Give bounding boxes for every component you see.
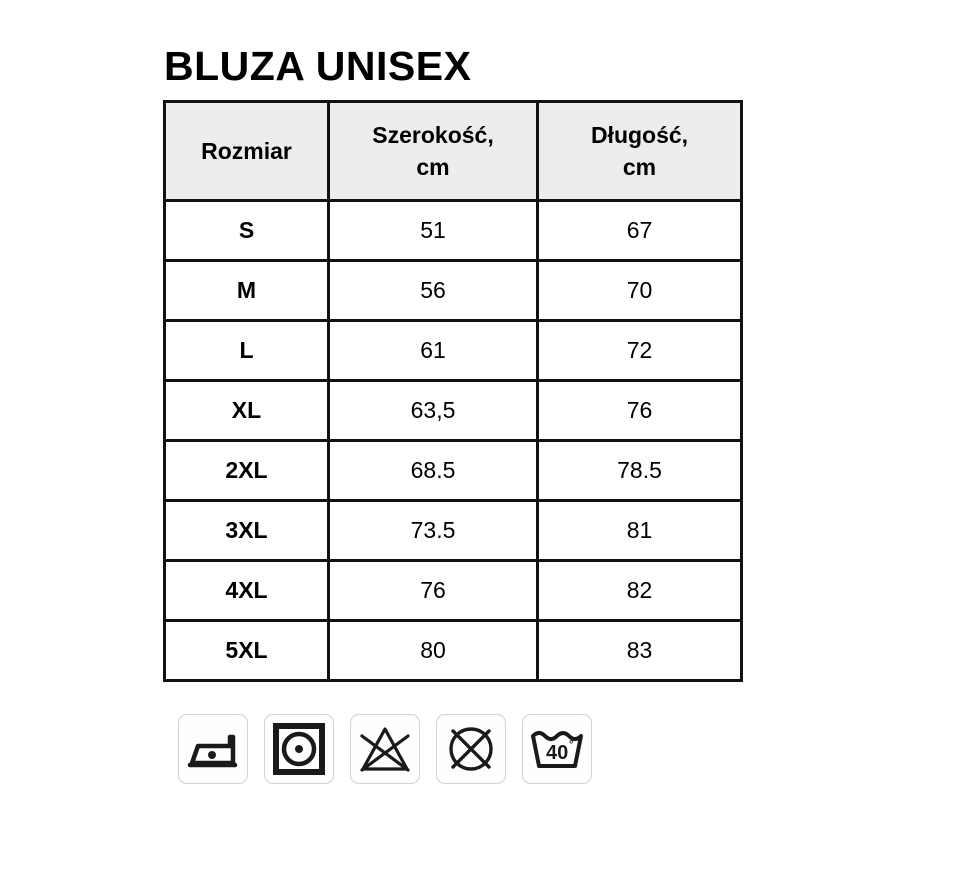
- cell-length: 72: [536, 319, 743, 382]
- column-header-width-line2: cm: [416, 154, 450, 180]
- cell-size: 2XL: [163, 439, 330, 502]
- cell-length: 83: [536, 619, 743, 682]
- cell-size: 4XL: [163, 559, 330, 622]
- cell-size: 5XL: [163, 619, 330, 682]
- wash-40-icon: 40 °: [522, 714, 592, 784]
- table-row: 4XL 76 82: [163, 559, 743, 622]
- column-header-length-line2: cm: [622, 154, 657, 180]
- table-row: L 61 72: [163, 319, 743, 382]
- do-not-bleach-icon: [350, 714, 420, 784]
- cell-length: 70: [536, 259, 743, 322]
- page-title: BLUZA UNISEX: [164, 43, 472, 89]
- table-row: 5XL 80 83: [163, 619, 743, 682]
- cell-length: 78.5: [536, 439, 743, 502]
- table-row: S 51 67: [163, 199, 743, 262]
- wash-temperature-label: 40: [546, 742, 568, 764]
- cell-width: 56: [327, 259, 539, 322]
- iron-low-heat-icon: [178, 714, 248, 784]
- cell-length: 82: [536, 559, 743, 622]
- cell-width: 61: [327, 319, 539, 382]
- cell-width: 51: [327, 199, 539, 262]
- table-row: M 56 70: [163, 259, 743, 322]
- column-header-length: Długość, cm: [536, 100, 743, 202]
- do-not-dry-clean-icon: [436, 714, 506, 784]
- table-row: XL 63,5 76: [163, 379, 743, 442]
- cell-size: L: [163, 319, 330, 382]
- column-header-width: Szerokość, cm: [327, 100, 539, 202]
- column-header-size: Rozmiar: [163, 100, 330, 202]
- column-header-size-line1: Rozmiar: [201, 138, 292, 164]
- cell-size: XL: [163, 379, 330, 442]
- cell-size: 3XL: [163, 499, 330, 562]
- care-symbols-row: 40 °: [178, 714, 592, 784]
- cell-length: 67: [536, 199, 743, 262]
- size-table: Rozmiar Szerokość, cm Długość, cm S 51 6…: [163, 100, 743, 682]
- cell-width: 76: [327, 559, 539, 622]
- cell-length: 76: [536, 379, 743, 442]
- column-header-width-line1: Szerokość,: [372, 122, 494, 148]
- table-header-row: Rozmiar Szerokość, cm Długość, cm: [163, 100, 743, 202]
- cell-width: 63,5: [327, 379, 539, 442]
- table-row: 2XL 68.5 78.5: [163, 439, 743, 502]
- cell-length: 81: [536, 499, 743, 562]
- cell-size: M: [163, 259, 330, 322]
- wash-degree-symbol: °: [569, 739, 573, 751]
- cell-width: 73.5: [327, 499, 539, 562]
- tumble-dry-low-icon: [264, 714, 334, 784]
- cell-width: 80: [327, 619, 539, 682]
- column-header-length-line1: Długość,: [590, 122, 689, 148]
- table-row: 3XL 73.5 81: [163, 499, 743, 562]
- cell-size: S: [163, 199, 330, 262]
- cell-width: 68.5: [327, 439, 539, 502]
